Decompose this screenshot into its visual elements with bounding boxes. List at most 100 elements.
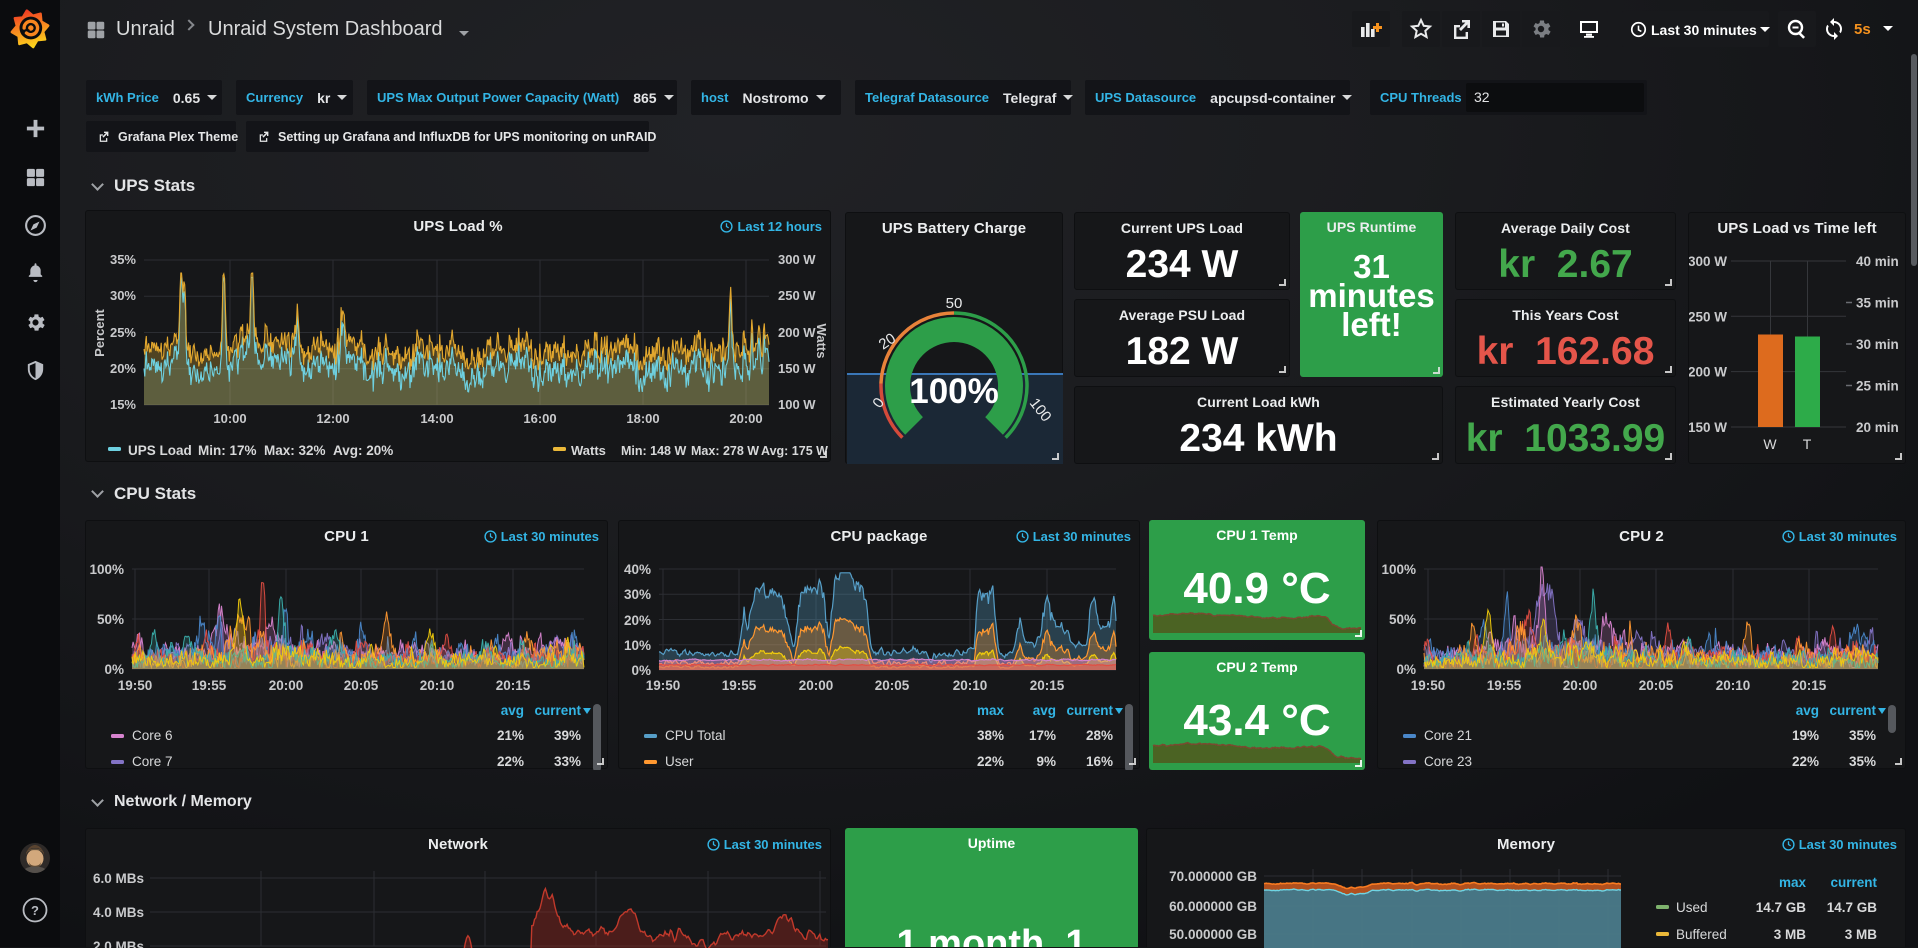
svg-text:250 W: 250 W [778, 288, 816, 303]
svg-text:current: current [534, 703, 581, 718]
svg-text:20 min: 20 min [1856, 420, 1899, 435]
svg-text:20:00: 20:00 [799, 678, 834, 693]
svg-text:9%: 9% [1036, 754, 1056, 769]
svg-text:19:50: 19:50 [646, 678, 681, 693]
svg-text:12:00: 12:00 [316, 411, 349, 426]
svg-text:20:10: 20:10 [953, 678, 988, 693]
svg-text:20:05: 20:05 [1639, 678, 1674, 693]
svg-text:20:05: 20:05 [875, 678, 910, 693]
svg-text:max: max [1779, 875, 1807, 890]
svg-text:35%: 35% [1849, 728, 1876, 743]
svg-text:current: current [1830, 875, 1877, 890]
svg-text:Watts: Watts [571, 443, 606, 458]
svg-text:Core 23: Core 23 [1424, 754, 1472, 769]
svg-text:200 W: 200 W [778, 325, 816, 340]
svg-text:10:00: 10:00 [213, 411, 246, 426]
svg-text:150 W: 150 W [778, 361, 816, 376]
svg-text:3 MB: 3 MB [1774, 927, 1807, 942]
svg-text:19:55: 19:55 [192, 678, 227, 693]
svg-text:50: 50 [946, 295, 963, 312]
svg-text:3 MB: 3 MB [1845, 927, 1878, 942]
svg-text:19:55: 19:55 [722, 678, 757, 693]
svg-text:0%: 0% [104, 662, 124, 677]
svg-text:Percent: Percent [92, 308, 107, 356]
svg-text:14.7 GB: 14.7 GB [1827, 900, 1878, 915]
svg-text:50.000000 GB: 50.000000 GB [1169, 927, 1257, 942]
svg-text:19:50: 19:50 [118, 678, 153, 693]
svg-text:14.7 GB: 14.7 GB [1756, 900, 1807, 915]
svg-text:20%: 20% [624, 613, 651, 628]
svg-text:0%: 0% [631, 663, 651, 678]
svg-text:35%: 35% [1849, 754, 1876, 769]
svg-text:Core 6: Core 6 [132, 728, 173, 743]
svg-text:21%: 21% [497, 728, 524, 743]
svg-text:70.000000 GB: 70.000000 GB [1169, 869, 1257, 884]
svg-text:20:15: 20:15 [1030, 678, 1065, 693]
svg-text:28%: 28% [1086, 728, 1113, 743]
svg-text:User: User [665, 754, 694, 769]
svg-text:200 W: 200 W [1689, 365, 1727, 380]
svg-text:4.0 MBs: 4.0 MBs [93, 905, 144, 920]
svg-text:20:10: 20:10 [1716, 678, 1751, 693]
svg-text:100%: 100% [1381, 562, 1416, 577]
svg-text:25%: 25% [110, 325, 136, 340]
svg-text:33%: 33% [554, 754, 581, 769]
svg-text:10%: 10% [624, 638, 651, 653]
svg-text:16%: 16% [1086, 754, 1113, 769]
svg-text:30 min: 30 min [1856, 337, 1899, 352]
svg-text:avg: avg [501, 703, 524, 718]
svg-text:UPS Load: UPS Load [128, 443, 192, 458]
svg-text:18:00: 18:00 [626, 411, 659, 426]
svg-text:T: T [1803, 436, 1812, 452]
svg-text:Max: 278 W: Max: 278 W [691, 444, 759, 458]
svg-text:avg: avg [1796, 703, 1819, 718]
svg-text:15%: 15% [110, 397, 136, 412]
svg-text:16:00: 16:00 [523, 411, 556, 426]
svg-text:avg: avg [1033, 703, 1056, 718]
svg-text:50%: 50% [97, 612, 124, 627]
svg-text:22%: 22% [1792, 754, 1819, 769]
svg-text:250 W: 250 W [1689, 309, 1727, 324]
svg-text:20:00: 20:00 [269, 678, 304, 693]
svg-text:20:00: 20:00 [1563, 678, 1598, 693]
svg-text:38%: 38% [977, 728, 1004, 743]
svg-text:CPU Total: CPU Total [665, 728, 726, 743]
svg-text:20:00: 20:00 [729, 411, 762, 426]
svg-text:50%: 50% [1389, 612, 1416, 627]
svg-text:20:05: 20:05 [344, 678, 379, 693]
svg-text:19:50: 19:50 [1411, 678, 1446, 693]
svg-text:100 W: 100 W [778, 397, 816, 412]
svg-text:39%: 39% [554, 728, 581, 743]
svg-text:300 W: 300 W [778, 252, 816, 267]
svg-text:19%: 19% [1792, 728, 1819, 743]
svg-text:14:00: 14:00 [420, 411, 453, 426]
svg-text:max: max [977, 703, 1005, 718]
svg-text:22%: 22% [977, 754, 1004, 769]
svg-text:current: current [1829, 703, 1876, 718]
svg-text:Watts: Watts [814, 324, 829, 359]
svg-text:100%: 100% [909, 372, 999, 411]
svg-text:35 min: 35 min [1856, 296, 1899, 311]
svg-text:current: current [1066, 703, 1113, 718]
svg-text:6.0 MBs: 6.0 MBs [93, 871, 144, 886]
svg-text:Min: 148 W: Min: 148 W [621, 444, 686, 458]
svg-text:40%: 40% [624, 562, 651, 577]
svg-text:17%: 17% [1029, 728, 1056, 743]
svg-text:60.000000 GB: 60.000000 GB [1169, 899, 1257, 914]
svg-text:Used: Used [1676, 900, 1708, 915]
svg-text:150 W: 150 W [1689, 420, 1727, 435]
svg-text:Core 7: Core 7 [132, 754, 173, 769]
svg-text:2.0 MBs: 2.0 MBs [93, 939, 144, 948]
svg-text:Core 21: Core 21 [1424, 728, 1472, 743]
svg-text:100%: 100% [89, 562, 124, 577]
svg-text:W: W [1763, 436, 1777, 452]
svg-text:20:15: 20:15 [1792, 678, 1827, 693]
svg-text:30%: 30% [110, 288, 136, 303]
svg-text:20:10: 20:10 [420, 678, 455, 693]
svg-text:40 min: 40 min [1856, 254, 1899, 269]
svg-text:300 W: 300 W [1689, 254, 1727, 269]
svg-text:Min: 17% Max: 32% Avg: 20%: Min: 17% Max: 32% Avg: 20% [198, 443, 393, 458]
svg-text:20%: 20% [110, 361, 136, 376]
svg-text:35%: 35% [110, 252, 136, 267]
svg-text:30%: 30% [624, 587, 651, 602]
